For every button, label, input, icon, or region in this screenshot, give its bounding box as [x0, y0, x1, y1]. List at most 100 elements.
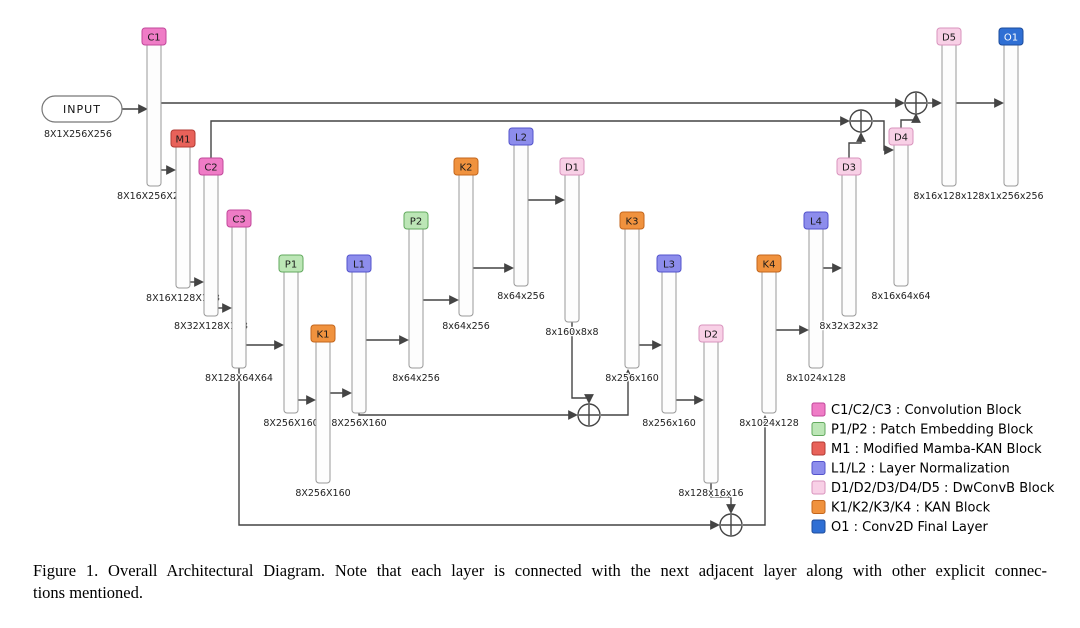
- block-d2: D2 8x128x16x16: [677, 324, 745, 500]
- legend-swatch: [811, 441, 826, 456]
- block-cap: [170, 129, 196, 148]
- block-id-label: C2: [204, 163, 217, 174]
- legend-label: L1/L2 : Layer Normalization: [831, 462, 1010, 477]
- block-l3: L3 8x256x160: [641, 254, 697, 430]
- block-id-label: D4: [894, 133, 908, 144]
- block-dim-label: 8x1024x128: [786, 373, 846, 384]
- block-k4: K4 8x1024x128: [738, 254, 800, 430]
- block-dim-label: 8x1024x128: [739, 418, 799, 429]
- block-dim-label: 8x128x16x16: [678, 488, 743, 499]
- legend-label: D1/D2/D3/D4/D5 : DwConvB Block: [831, 481, 1055, 496]
- input-box: [41, 95, 123, 123]
- connector-sum1-to-k3: [601, 369, 633, 416]
- legend-item-final: O1 : Conv2D Final Layer: [811, 519, 989, 535]
- block-dim-label: 8X16X128X128: [146, 293, 220, 304]
- sum-node-4: [904, 91, 928, 115]
- block-dim-label: 8x32x32x32: [819, 321, 878, 332]
- plus-icon: [851, 111, 871, 131]
- block-d1: D1 8x160x8x8: [544, 157, 600, 339]
- block-id-label: P1: [285, 260, 297, 271]
- block-bar: [941, 41, 957, 187]
- block-bar: [761, 268, 777, 414]
- legend-label: P1/P2 : Patch Embedding Block: [831, 423, 1034, 438]
- legend-swatch: [811, 402, 826, 417]
- legend-item-norm: L1/L2 : Layer Normalization: [811, 461, 1010, 477]
- connector-d3-to-sum3: [848, 132, 866, 158]
- connector-d4-to-sum4: [900, 113, 921, 128]
- block-id-label: C3: [232, 215, 245, 226]
- connector-c3-skip-to-sum2: [238, 368, 720, 530]
- block-dim-label: 8x160x8x8: [545, 327, 598, 338]
- connector-lines: [122, 98, 1004, 530]
- input-dim-label: 8X1X256X256: [44, 129, 112, 140]
- legend-item-dwconv: D1/D2/D3/D4/D5 : DwConvB Block: [811, 480, 1055, 496]
- block-k1: K1 8X256X160: [294, 324, 352, 500]
- legend-swatch: [811, 422, 826, 436]
- legend-swatch: [811, 461, 826, 475]
- block-cap: [698, 324, 724, 343]
- block-cap: [619, 211, 645, 230]
- plus-icon: [721, 515, 741, 535]
- legend-swatch: [811, 480, 826, 495]
- block-l2: L2 8x64x256: [496, 127, 546, 303]
- block-cap: [310, 324, 336, 343]
- block-id-label: D2: [704, 330, 718, 341]
- block-id-label: K4: [763, 260, 776, 271]
- legend-label: O1 : Conv2D Final Layer: [831, 520, 989, 535]
- block-bar: [624, 225, 640, 369]
- block-d4: D4 8x16x64x64: [870, 127, 932, 303]
- block-c2: C2 8X32X128X128: [173, 157, 249, 333]
- legend-label: C1/C2/C3 : Convolution Block: [831, 403, 1022, 418]
- block-d5: D5 8x16x128x128: [912, 27, 986, 203]
- block-cap: [346, 254, 372, 273]
- architecture-diagram: C1 8X16X256X256 M1 8X16X128X128 C2 8X32X128X1…: [41, 27, 1055, 537]
- plus-icon: [579, 405, 599, 425]
- block-cap: [888, 127, 914, 146]
- connector-l1-skip-to-sum1: [358, 410, 578, 420]
- input-label: INPUT: [63, 103, 101, 116]
- legend: C1/C2/C3 : Convolution Block P1/P2 : Patc…: [811, 402, 1055, 535]
- sum-node-2: [719, 513, 743, 537]
- block-dim-label: 8x256x160: [605, 373, 659, 384]
- block-dim-label: 8X16X256X256: [117, 191, 191, 202]
- block-bar: [661, 268, 677, 414]
- block-id-label: D1: [565, 163, 579, 174]
- block-bar: [315, 338, 331, 484]
- block-p1: P1 8X256X160: [262, 254, 320, 430]
- block-cap: [998, 27, 1024, 46]
- legend-item-mamba: M1 : Modified Mamba-KAN Block: [811, 441, 1042, 457]
- block-bar: [351, 268, 367, 414]
- block-id-label: L2: [515, 133, 527, 144]
- block-cap: [403, 211, 429, 230]
- block-cap: [278, 254, 304, 273]
- block-cap: [656, 254, 682, 273]
- figure-caption: Figure 1. Overall Architectural Diagram.…: [33, 560, 1047, 604]
- block-cap: [559, 157, 585, 176]
- connector-d1-to-sum1: [571, 322, 594, 404]
- block-id-label: K1: [317, 330, 330, 341]
- connector-sum3-to-d4: [873, 120, 894, 155]
- legend-item-patch: P1/P2 : Patch Embedding Block: [811, 422, 1034, 438]
- connector-d2-to-sum2: [710, 483, 736, 514]
- block-cap: [198, 157, 224, 176]
- plus-icon: [906, 93, 926, 113]
- block-l1: L1 8X256X160: [330, 254, 388, 430]
- block-bar: [808, 225, 824, 369]
- block-l4: L4 8x1024x128: [785, 211, 847, 385]
- block-cap: [936, 27, 962, 46]
- input-node: INPUT 8X1X256X256: [41, 95, 123, 141]
- block-id-label: D5: [942, 33, 956, 44]
- legend-item-conv: C1/C2/C3 : Convolution Block: [811, 402, 1022, 418]
- block-id-label: K3: [626, 217, 639, 228]
- legend-swatch: [811, 500, 826, 514]
- block-dim-label: 8x64x256: [392, 373, 440, 384]
- block-id-label: K2: [460, 163, 473, 174]
- block-id-label: P2: [410, 217, 422, 228]
- block-cap: [836, 157, 862, 176]
- block-p2: P2 8x64x256: [391, 211, 441, 385]
- block-dim-label: 8X32X128X128: [174, 321, 248, 332]
- block-c3: C3 8X128X64X64: [204, 209, 274, 385]
- block-dim-label: 8x16x128x128: [913, 191, 984, 202]
- block-bar: [513, 141, 529, 287]
